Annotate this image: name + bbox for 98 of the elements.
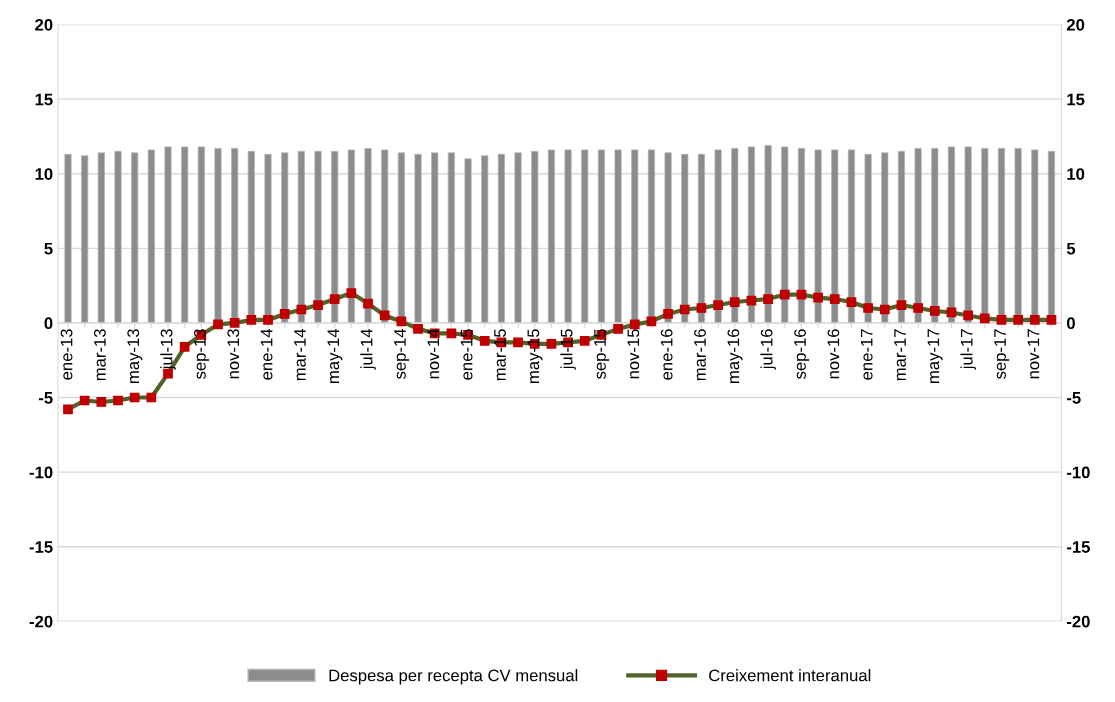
bar — [464, 158, 472, 324]
y2-tick-label: -20 — [1066, 615, 1090, 628]
x-tick-label: may-17 — [927, 329, 943, 383]
y2-tick-label: 10 — [1067, 168, 1085, 180]
bar — [914, 148, 922, 324]
x-tick-label: ene-17 — [860, 329, 873, 380]
y2-tick-label: -10 — [1066, 466, 1090, 479]
bar — [964, 146, 972, 324]
x-tick-label: mar-15 — [494, 329, 506, 381]
bar — [64, 154, 72, 324]
x-tick-label: sep-16 — [794, 329, 810, 379]
bar — [931, 148, 939, 324]
bar — [547, 149, 555, 324]
bar — [347, 149, 355, 324]
x-tick-label: mar-13 — [93, 329, 106, 381]
x-tick-label: mar-17 — [894, 329, 906, 381]
bar — [131, 152, 139, 324]
x-tick-label: jul-17 — [960, 329, 976, 370]
y-tick-label: 20 — [35, 18, 53, 31]
y-tick-label: 0 — [44, 317, 53, 330]
bar — [381, 149, 389, 324]
legend-label: Creixement interanual — [709, 669, 871, 682]
y2-tick-label: -5 — [1066, 392, 1081, 404]
bar — [97, 152, 105, 324]
bar — [581, 149, 589, 324]
bar — [731, 148, 739, 324]
bar — [864, 154, 872, 324]
bar — [597, 149, 605, 324]
x-tick-label: sep-14 — [394, 328, 410, 379]
bar — [481, 155, 489, 324]
bar — [281, 152, 289, 324]
bar — [514, 152, 522, 324]
x-tick-label: sep-17 — [994, 329, 1010, 379]
bar — [697, 154, 705, 324]
y-tick-label: 5 — [44, 242, 53, 255]
y2-tick-label: -15 — [1066, 541, 1090, 553]
bar — [297, 151, 305, 324]
x-tick-label: mar-14 — [294, 328, 306, 381]
bar — [747, 146, 755, 324]
x-tick-label: may-13 — [127, 329, 143, 383]
x-tick-label: jul-15 — [560, 329, 576, 370]
x-tick-label: nov-14 — [427, 328, 440, 379]
bar — [531, 151, 539, 324]
x-tick-label: nov-16 — [827, 329, 840, 379]
bar — [614, 149, 622, 324]
x-tick-label: nov-17 — [1027, 329, 1040, 379]
bar — [147, 149, 155, 324]
x-tick-label: ene-15 — [460, 329, 473, 380]
x-tick-label: nov-13 — [227, 329, 240, 379]
y-tick-label: -20 — [29, 615, 53, 628]
bar — [114, 151, 122, 324]
x-tick-label: may-15 — [527, 329, 543, 383]
bar — [781, 146, 789, 324]
bar — [897, 151, 905, 324]
x-tick-label: ene-13 — [60, 329, 73, 380]
bar — [497, 154, 505, 324]
x-tick-label: ene-14 — [260, 328, 273, 380]
bar — [681, 154, 689, 324]
x-tick-label: mar-16 — [694, 329, 706, 381]
bar — [797, 148, 805, 324]
bar — [847, 149, 855, 324]
y2-tick-label: 15 — [1067, 93, 1085, 106]
y-tick-label: 10 — [35, 168, 53, 180]
legend-label: Despesa per recepta CV mensual — [329, 669, 578, 685]
bar — [197, 146, 205, 324]
bar — [431, 152, 439, 324]
bar — [714, 149, 722, 324]
bar — [364, 148, 372, 324]
x-tick-label: may-14 — [327, 328, 343, 383]
bar — [947, 146, 955, 324]
bar — [181, 146, 189, 324]
y2-tick-label: 20 — [1066, 18, 1085, 31]
x-tick-label: may-16 — [727, 329, 743, 383]
bar — [81, 155, 89, 324]
bar — [331, 151, 339, 324]
y2-tick-label: 5 — [1066, 242, 1076, 255]
y-tick-label: -15 — [29, 541, 53, 553]
bar — [881, 152, 889, 324]
x-tick-label: sep-13 — [194, 329, 210, 379]
x-tick-label: jul-13 — [160, 329, 176, 370]
bar — [764, 145, 772, 324]
y-tick-label: -10 — [29, 466, 53, 479]
x-tick-label: nov-15 — [627, 329, 640, 379]
bar — [314, 151, 322, 324]
bar — [164, 146, 172, 324]
bar — [814, 149, 822, 324]
bar — [664, 152, 672, 324]
y-tick-label: 15 — [35, 93, 53, 106]
x-tick-label: jul-14 — [360, 328, 376, 370]
bar — [564, 149, 572, 324]
x-tick-label: sep-15 — [594, 329, 610, 379]
bar — [831, 149, 839, 324]
y-tick-label: -5 — [38, 392, 53, 404]
x-tick-label: jul-16 — [760, 329, 776, 370]
y2-tick-label: 0 — [1067, 317, 1075, 330]
bar — [447, 152, 455, 324]
x-tick-label: ene-16 — [660, 329, 673, 380]
bar — [414, 154, 422, 324]
